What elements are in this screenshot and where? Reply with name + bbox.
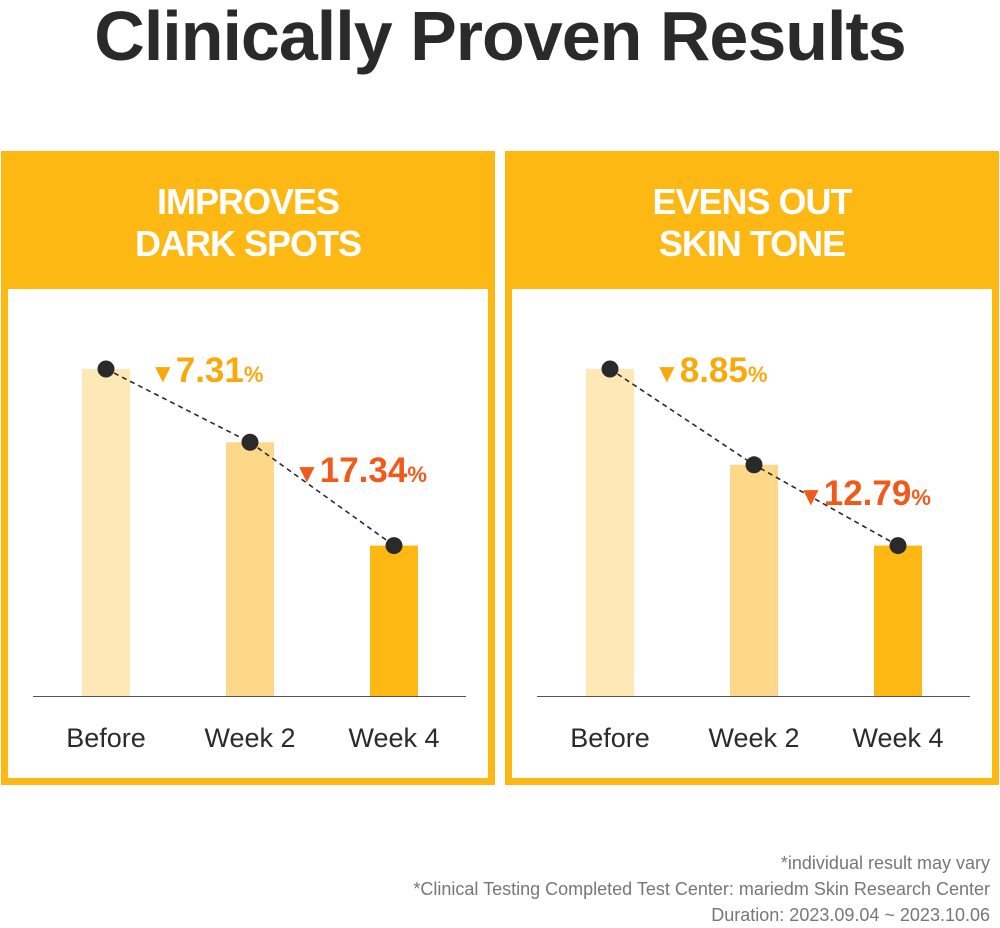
- footnote-disclaimer: *individual result may vary: [780, 853, 990, 873]
- bar-week-4: [370, 545, 418, 696]
- skin-tone-chart: Before Week 2 Week 4 ▼8.85% ▼12.79%: [512, 289, 992, 778]
- tick-label-week-4: Week 4: [852, 723, 943, 753]
- panel-title-line-1: EVENS OUT: [652, 181, 852, 222]
- panel-title: IMPROVES DARK SPOTS: [1, 181, 495, 265]
- down-triangle-icon: ▼: [798, 481, 824, 511]
- footnote-test-center: *Clinical Testing Completed Test Center:…: [413, 879, 990, 899]
- change-value: 7.31: [176, 351, 244, 390]
- down-triangle-icon: ▼: [294, 458, 320, 488]
- data-point-week-4: [385, 537, 403, 555]
- footnote-duration: Duration: 2023.09.04 ~ 2023.10.06: [711, 905, 990, 925]
- tick-label-before: Before: [66, 723, 146, 753]
- panel-title-line-2: DARK SPOTS: [134, 223, 362, 264]
- change-label-2: ▼12.79%: [798, 474, 931, 513]
- bar-before: [82, 369, 130, 696]
- tick-label-week-2: Week 2: [708, 723, 799, 753]
- bar-week-2: [730, 464, 778, 696]
- change-value: 17.34: [320, 451, 408, 490]
- change-unit: %: [244, 362, 264, 387]
- bar-before: [586, 369, 634, 696]
- dark-spots-chart: Before Week 2 Week 4 ▼7.31% ▼17.34%: [8, 289, 488, 778]
- panel-title-line-1: IMPROVES: [156, 181, 340, 222]
- change-unit: %: [748, 362, 768, 387]
- change-label-1: ▼7.31%: [150, 351, 263, 390]
- data-point-before: [97, 360, 115, 378]
- tick-label-week-4: Week 4: [348, 723, 439, 753]
- tick-label-week-2: Week 2: [204, 723, 295, 753]
- bar-week-2: [226, 442, 274, 696]
- data-point-before: [601, 360, 619, 378]
- data-point-week-4: [889, 537, 907, 555]
- dark-spots-panel: IMPROVES DARK SPOTS Before Week 2 Week 4 ▼7…: [1, 151, 495, 785]
- dark-spots-chart-svg: Before Week 2 Week 4▼7.31%▼17.34%: [33, 351, 466, 753]
- change-label-1: ▼8.85%: [654, 351, 767, 390]
- down-triangle-icon: ▼: [150, 358, 176, 388]
- change-value: 8.85: [680, 351, 748, 390]
- change-unit: %: [911, 485, 931, 510]
- page-title: Clinically Proven Results: [94, 0, 906, 75]
- change-label-2: ▼17.34%: [294, 451, 427, 490]
- data-point-week-2: [241, 433, 259, 451]
- change-unit: %: [407, 462, 427, 487]
- panel-title-line-2: SKIN TONE: [658, 223, 846, 264]
- panel-title: EVENS OUT SKIN TONE: [505, 181, 999, 265]
- skin-tone-chart-svg: Before Week 2 Week 4▼8.85%▼12.79%: [537, 351, 970, 753]
- bar-week-4: [874, 545, 922, 696]
- footnotes: *individual result may vary *Clinical Te…: [413, 850, 990, 928]
- tick-label-before: Before: [570, 723, 650, 753]
- skin-tone-panel: EVENS OUT SKIN TONE Before Week 2 Week 4 ▼8…: [505, 151, 999, 785]
- data-point-week-2: [745, 456, 763, 474]
- down-triangle-icon: ▼: [654, 358, 680, 388]
- trend-line: [105, 368, 395, 547]
- change-value: 12.79: [824, 474, 912, 513]
